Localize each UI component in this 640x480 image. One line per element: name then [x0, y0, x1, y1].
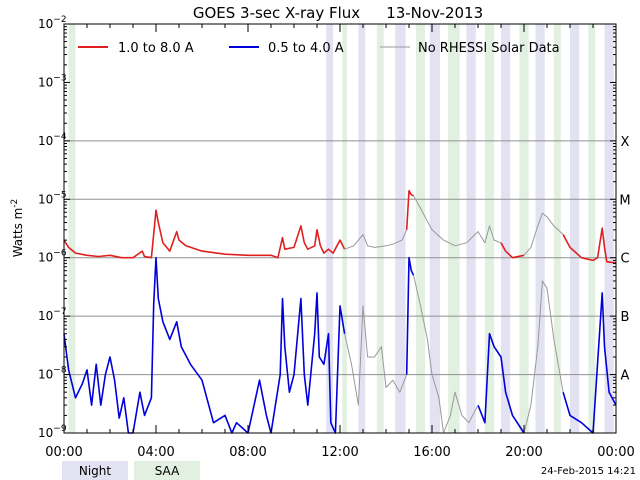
series-line — [500, 242, 525, 259]
night-band — [604, 24, 614, 433]
saa-band — [342, 24, 347, 433]
series-line — [63, 209, 346, 259]
y-axis-title-sup: -2 — [10, 199, 20, 208]
x-tick-label: 00:00 — [45, 445, 82, 460]
saa-band — [448, 24, 460, 433]
legend-long-label: 1.0 to 8.0 A — [118, 41, 194, 56]
night-band — [326, 24, 334, 433]
flare-class-label: B — [621, 310, 630, 325]
y-tick-label: 10−4 — [38, 132, 67, 148]
flare-class-labels: X M C B A — [619, 135, 630, 384]
chart-title-text: GOES 3-sec X-ray Flux — [193, 4, 360, 22]
night-band — [395, 24, 406, 433]
y-axis-title: Watts m-2 — [10, 199, 25, 258]
night-band — [570, 24, 580, 433]
x-axis-ticks: 00:00 04:00 08:00 12:00 16:00 20:00 00:00 — [45, 24, 635, 460]
saa-band — [415, 24, 426, 433]
x-tick-label: 08:00 — [229, 445, 266, 460]
chart-date: 13-Nov-2013 — [386, 4, 483, 22]
orbit-bands — [68, 24, 614, 433]
flare-class-label: X — [621, 135, 630, 150]
series-lines — [63, 189, 617, 434]
legend-short-label: 0.5 to 4.0 A — [268, 41, 344, 56]
legend-nodata-label: No RHESSI Solar Data — [418, 41, 560, 56]
x-tick-label: 20:00 — [505, 445, 542, 460]
chart-title: GOES 3-sec X-ray Flux 13-Nov-2013 — [193, 4, 483, 22]
y-axis-ticks: 10−2 10−3 10−4 10−5 10−6 10−7 10−8 10−9 — [38, 15, 616, 440]
flare-class-label: M — [619, 193, 630, 208]
y-axis-title-text: Watts m — [11, 208, 25, 258]
night-band — [358, 24, 366, 433]
y-tick-label: 10−8 — [38, 366, 67, 382]
x-tick-label: 16:00 — [413, 445, 450, 460]
plot-frame — [63, 23, 617, 434]
y-tick-label: 10−2 — [38, 15, 67, 31]
x-tick-label: 12:00 — [321, 445, 358, 460]
saa-band — [68, 24, 76, 433]
series-line — [562, 227, 617, 264]
series-line — [477, 332, 525, 434]
y-tick-label: 10−5 — [38, 190, 67, 206]
legend: 1.0 to 8.0 A 0.5 to 4.0 A No RHESSI Sola… — [78, 41, 560, 56]
night-band — [501, 24, 511, 433]
series-line — [344, 305, 408, 406]
series-line — [523, 280, 564, 434]
saa-label: SAA — [155, 464, 180, 478]
flare-class-label: C — [620, 252, 629, 267]
x-tick-label: 04:00 — [137, 445, 174, 460]
night-band — [429, 24, 441, 433]
saa-band — [484, 24, 495, 433]
series-line — [344, 229, 408, 250]
night-band — [535, 24, 545, 433]
series-line — [405, 256, 415, 375]
series-line — [413, 195, 502, 247]
saa-swatch — [134, 461, 200, 480]
saa-band — [588, 24, 596, 433]
series-line — [405, 189, 414, 230]
x-tick-label: 00:00 — [597, 445, 634, 460]
generated-timestamp: 24-Feb-2015 14:21 — [541, 466, 636, 477]
night-label: Night — [79, 464, 112, 478]
night-band — [466, 24, 476, 433]
y-tick-label: 10−6 — [38, 249, 67, 265]
y-tick-label: 10−3 — [38, 73, 67, 89]
series-line — [523, 212, 564, 256]
series-line — [562, 292, 617, 434]
y-tick-label: 10−9 — [38, 424, 67, 440]
bottom-legend: Night SAA — [62, 461, 200, 480]
saa-band — [519, 24, 529, 433]
series-line — [63, 256, 346, 434]
saa-band — [376, 24, 384, 433]
y-tick-label: 10−7 — [38, 307, 67, 323]
night-swatch — [62, 461, 128, 480]
grid-lines — [64, 140, 616, 376]
flare-class-label: A — [621, 369, 630, 384]
